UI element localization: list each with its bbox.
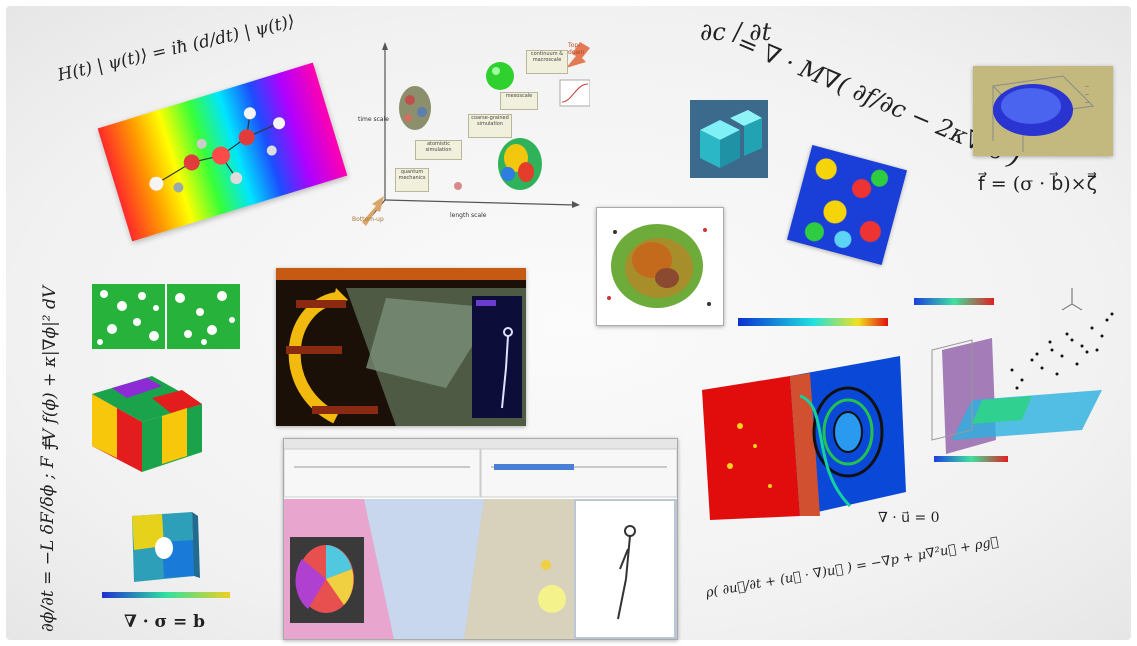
equilibrium-equation: ∇ · σ = b	[124, 612, 206, 632]
step-atomistic: atomistic simulation	[415, 140, 462, 160]
atomistic-cluster	[596, 207, 724, 326]
plate-with-hole-stress	[102, 512, 230, 602]
particle-spray-3d	[912, 280, 1120, 474]
polycrystal-block	[92, 376, 202, 472]
cahn-hilliard-lhs: ∂c / ∂t	[700, 18, 772, 46]
step-coarse: coarse-grained simulation	[468, 114, 512, 138]
particle-cluster-plot: — — —	[973, 66, 1113, 156]
phase-field-green	[92, 284, 240, 349]
molecular-orbital-panel	[97, 62, 348, 242]
svg-text:—: —	[1085, 92, 1089, 97]
top-down-label: Top-down	[568, 42, 585, 56]
step-quantum: quantum mechanics	[395, 168, 429, 192]
vr-simulation-view	[276, 268, 526, 426]
free-energy-functional: ∫V f(ϕ) + κ|∇ϕ|² dV	[40, 285, 60, 450]
bottom-up-label: Bottom-up	[352, 216, 384, 223]
axis-label-length: length scale	[450, 212, 487, 219]
multiscale-diagram: quantum mechanics atomistic simulation c…	[340, 40, 590, 230]
allen-cahn-equation: ∂ϕ/∂t = −L δF/δϕ ; F =	[38, 436, 58, 632]
axis-label-time: time scale	[358, 116, 389, 123]
svg-text:—: —	[1085, 100, 1089, 105]
voxel-structure	[690, 100, 768, 178]
software-window-screenshot	[283, 438, 678, 640]
step-continuum: continuum & macroscale	[526, 50, 568, 74]
continuity-equation: ∇ · u⃗ = 0	[878, 510, 940, 526]
flow-temperature-field	[700, 316, 910, 520]
step-mesoscale: mesoscale	[500, 92, 538, 110]
peach-koehler-force: f⃗ = (σ · b⃗)×ζ⃗	[978, 173, 1097, 195]
svg-text:—: —	[1085, 84, 1089, 89]
